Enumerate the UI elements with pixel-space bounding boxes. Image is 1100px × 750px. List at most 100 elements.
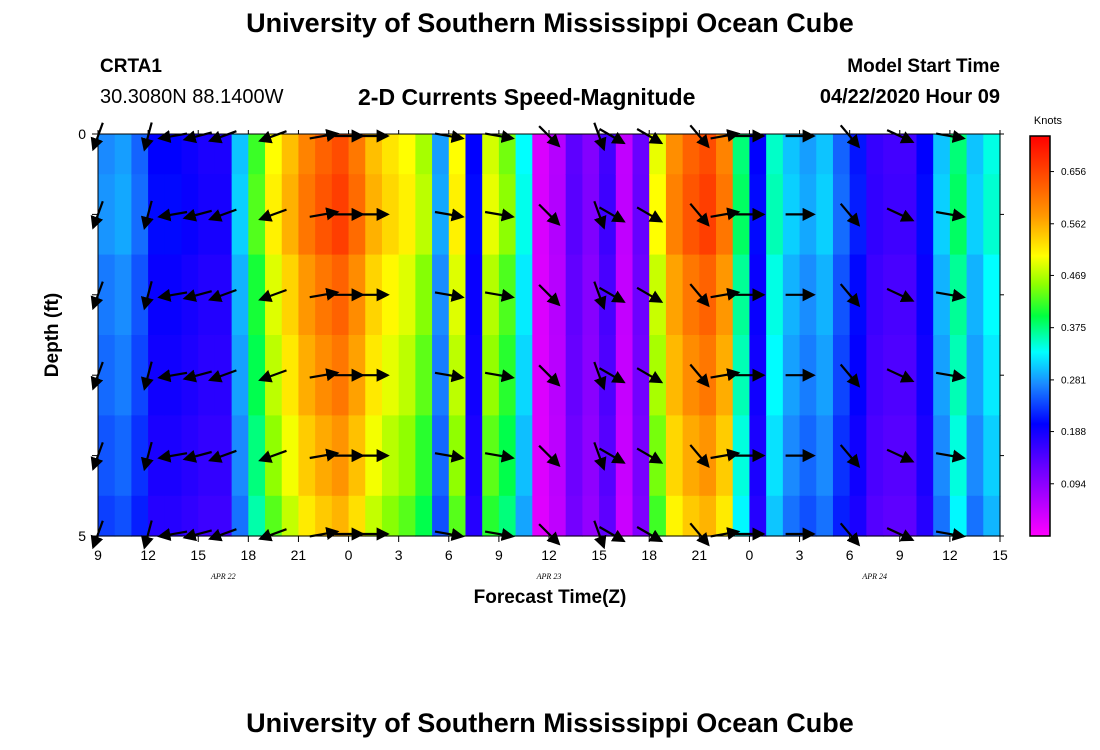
heatmap-cell	[682, 134, 700, 175]
current-vector	[484, 288, 515, 302]
heatmap-cell	[699, 254, 717, 336]
heatmap-cell	[465, 415, 483, 497]
heatmap-cell	[398, 134, 416, 175]
heatmap-cell	[766, 134, 784, 175]
current-vector	[258, 369, 287, 383]
current-vector	[710, 448, 741, 462]
heatmap-cell	[432, 254, 450, 336]
heatmap-cell	[98, 174, 116, 256]
heatmap-cell	[532, 254, 550, 336]
current-vector	[593, 122, 607, 152]
heatmap-cell	[832, 495, 851, 537]
heatmap-cell	[248, 415, 266, 497]
heatmap-cell	[214, 134, 233, 175]
heatmap-cell	[348, 495, 366, 537]
heatmap-cell	[966, 495, 984, 537]
heatmap-cell	[665, 335, 684, 416]
current-vector	[140, 200, 154, 231]
heatmap-cell	[415, 134, 433, 175]
heatmap-cell	[615, 134, 634, 175]
heatmap-cell	[866, 174, 884, 256]
x-tick-label: 9	[896, 547, 904, 563]
heatmap-cell	[298, 495, 316, 537]
heatmap-cell	[181, 134, 199, 175]
x-tick-label: 12	[140, 547, 156, 563]
heatmap-cell	[298, 254, 316, 336]
current-vector	[689, 522, 710, 547]
heatmap-cell	[665, 254, 684, 336]
heatmap-cell	[432, 495, 450, 537]
current-vector	[886, 368, 915, 383]
heatmap-cell	[849, 335, 867, 416]
x-axis-label: Forecast Time(Z)	[474, 587, 627, 608]
colorbar-tick-label: 0.281	[1061, 375, 1086, 386]
heatmap-cell	[966, 415, 984, 497]
date-label: APR 24	[861, 572, 887, 581]
heatmap-cell	[532, 174, 550, 256]
heatmap-cell	[198, 415, 216, 497]
heatmap-cell	[131, 254, 149, 336]
heatmap-cell	[599, 174, 617, 256]
heatmap-cell	[866, 335, 884, 416]
heatmap-cell	[866, 254, 884, 336]
current-vector	[886, 527, 915, 542]
heatmap-cell	[966, 335, 984, 416]
heatmap-cell	[398, 254, 416, 336]
heatmap-cell	[949, 495, 968, 537]
heatmap-cell	[515, 254, 533, 336]
current-vector	[886, 287, 915, 303]
current-vector	[636, 526, 664, 543]
heatmap-cell	[682, 335, 700, 416]
x-tick-label: 15	[992, 547, 1008, 563]
heatmap-cell	[482, 335, 500, 416]
heatmap-cell	[432, 134, 450, 175]
heatmap-cell	[766, 335, 784, 416]
current-vector	[538, 364, 561, 387]
heatmap-cell	[632, 495, 650, 537]
current-vector	[593, 200, 607, 230]
heatmap-cell	[966, 174, 984, 256]
current-vector	[886, 207, 915, 222]
heatmap-cell	[665, 415, 684, 497]
heatmap-cell	[181, 495, 199, 537]
current-vector	[598, 447, 626, 464]
current-vector	[689, 363, 710, 388]
heatmap-cell	[883, 134, 901, 175]
current-vector	[157, 288, 188, 302]
heatmap-cell	[565, 134, 583, 175]
current-vector	[208, 369, 237, 383]
current-vector	[689, 444, 710, 468]
current-vector	[636, 367, 664, 384]
current-vector	[636, 447, 664, 464]
current-vector	[309, 368, 340, 382]
station-location: 30.3080N 88.1400W	[100, 86, 284, 108]
heatmap-cell	[582, 134, 600, 175]
current-vector	[598, 526, 626, 543]
heatmap-cell	[482, 134, 500, 175]
y-tick-label: 0	[78, 126, 86, 142]
heatmap-cell	[148, 174, 166, 256]
heatmap-cell	[916, 415, 934, 497]
heatmap-cell	[398, 415, 416, 497]
heatmap-cell	[983, 174, 1001, 256]
heatmap-cell	[949, 134, 968, 175]
current-vector	[484, 449, 515, 463]
x-tick-label: 12	[541, 547, 557, 563]
heatmap-cell	[164, 134, 183, 175]
heatmap-cell	[983, 254, 1001, 336]
current-vector	[935, 369, 966, 383]
heatmap-cell	[114, 335, 132, 416]
current-vector	[140, 122, 154, 152]
current-vector	[208, 449, 237, 463]
heatmap-cell	[582, 335, 600, 416]
current-vector	[689, 124, 710, 149]
heatmap-cell	[265, 495, 283, 537]
heatmap-cell	[832, 174, 851, 256]
colorbar-label: Knots	[1034, 115, 1063, 127]
heatmap-cell	[348, 134, 366, 175]
x-tick-label: 9	[495, 547, 503, 563]
x-tick-label: 9	[94, 547, 102, 563]
heatmap-cell	[933, 495, 951, 537]
heatmap-cell	[248, 495, 266, 537]
